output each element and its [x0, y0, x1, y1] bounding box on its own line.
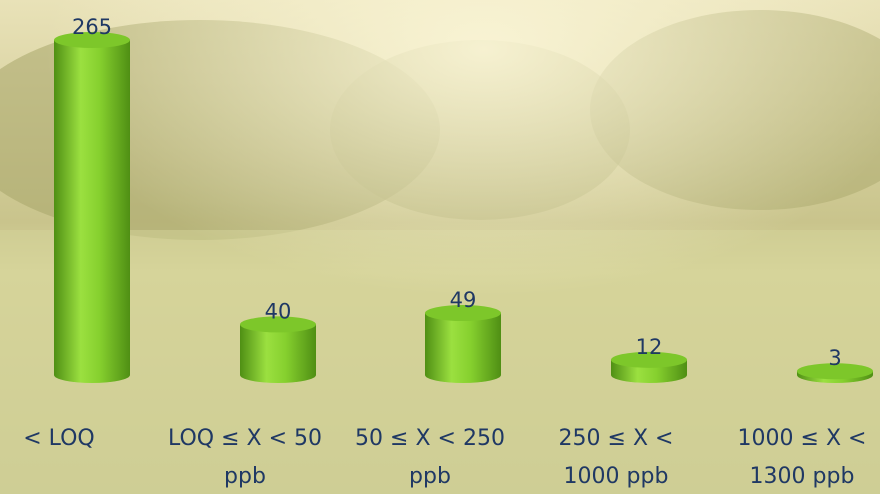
x-tick-label: 250 ≤ X < 1000 ppb — [533, 420, 699, 494]
value-label: 3 — [828, 346, 841, 370]
x-tick-label: 1000 ≤ X < 1300 ppb — [719, 420, 880, 494]
bar-body — [425, 313, 501, 383]
x-tick-label: 50 ≤ X < 250 ppb — [347, 420, 513, 494]
x-tick-label: LOQ ≤ X < 50 ppb — [162, 420, 328, 494]
bar — [54, 32, 130, 383]
value-label: 40 — [265, 299, 292, 323]
value-label: 49 — [450, 288, 477, 312]
bar-body — [240, 324, 316, 383]
value-label: 265 — [72, 15, 112, 39]
bar — [425, 305, 501, 383]
bar — [240, 316, 316, 383]
value-label: 12 — [636, 335, 663, 359]
bar-body — [54, 40, 130, 383]
x-tick-label: < LOQ — [0, 420, 142, 458]
chart: 265 40 49 12 3 < LOQ LOQ ≤ X < 50 ppb 50 ≤ X <… — [0, 0, 880, 494]
